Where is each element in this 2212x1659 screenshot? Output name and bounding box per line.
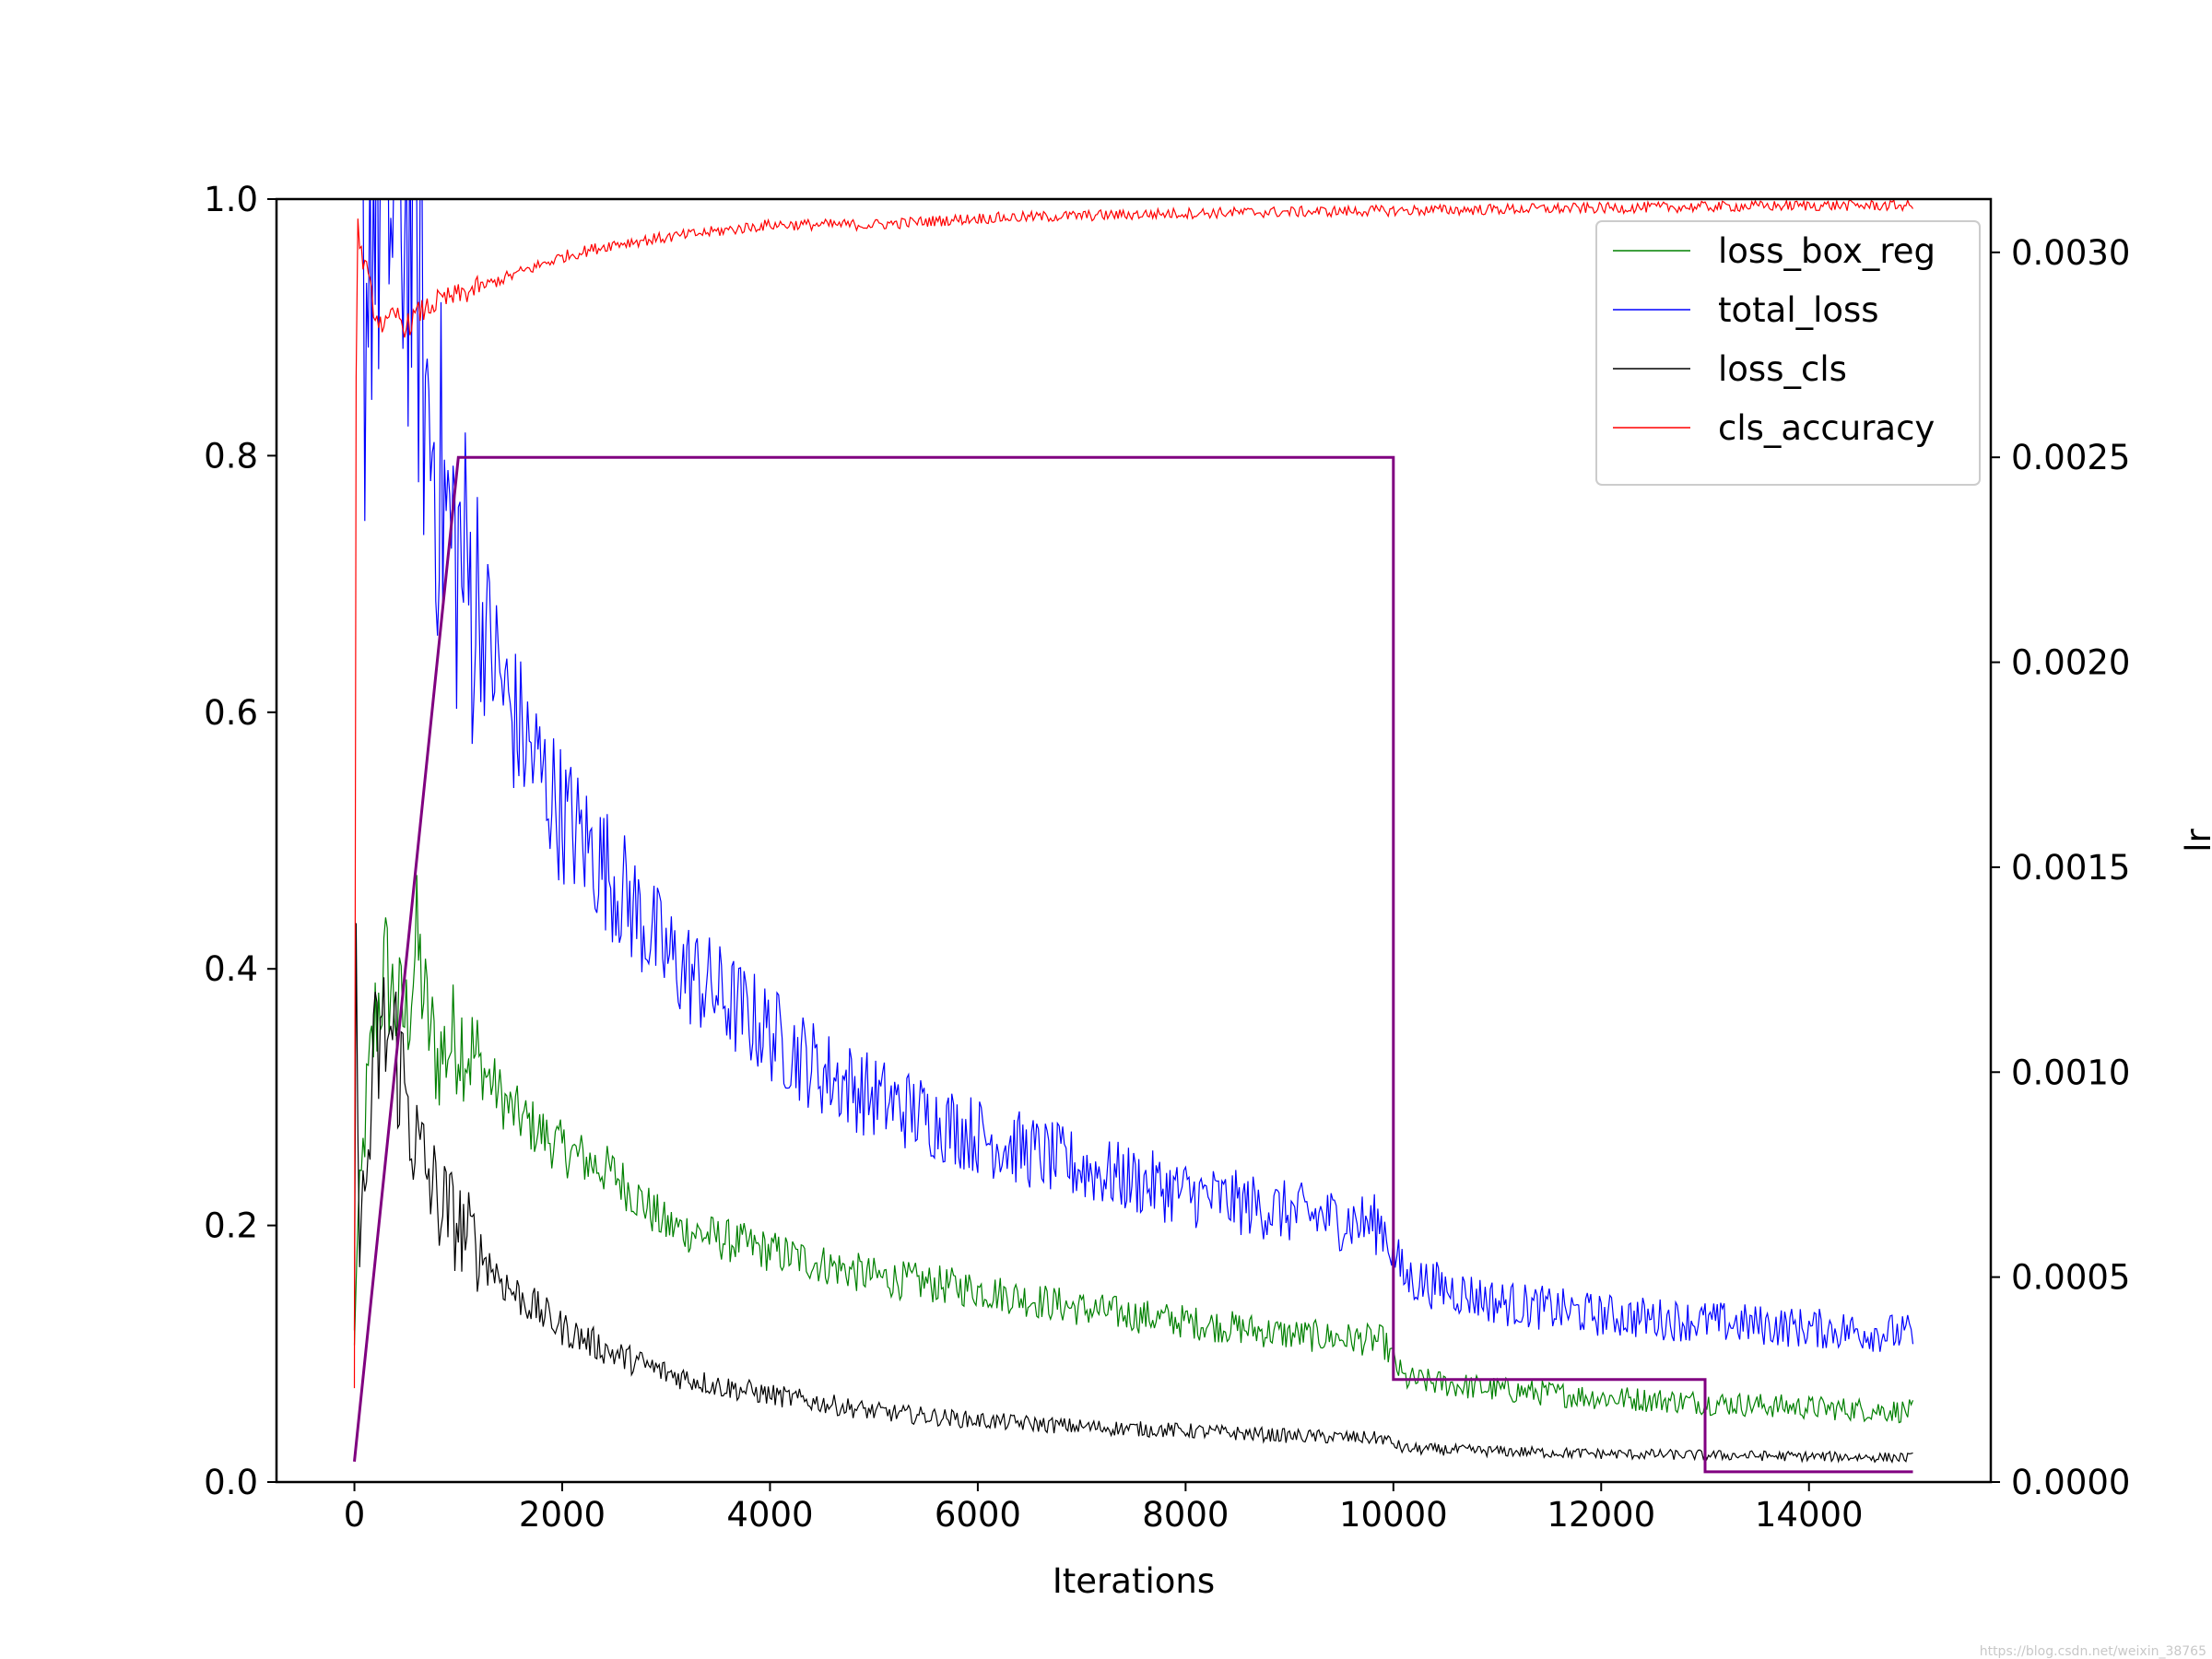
x-tick-label: 14000 (1755, 1495, 1864, 1535)
x-axis-label: Iterations (1053, 1561, 1215, 1601)
y-tick-label: 1.0 (204, 180, 258, 219)
series-line-lr (353, 455, 1913, 1474)
y-tick-label: 0.0 (204, 1463, 258, 1502)
y2-axis-label: lr (2179, 828, 2212, 852)
x-tick-label: 8000 (1142, 1495, 1229, 1535)
y2-tick-label: 0.0025 (2011, 438, 2130, 477)
legend-label: total_loss (1718, 290, 1879, 330)
series-line-loss_cls (353, 923, 1913, 1464)
legend-box (1595, 220, 1981, 486)
y-tick-label: 0.8 (204, 436, 258, 476)
series-line-loss_box_reg (353, 875, 1914, 1424)
y2-tick-label: 0.0030 (2011, 233, 2130, 273)
x-axis: 0 2000 4000 6000 8000 10000 12000 14000 (344, 1482, 1864, 1535)
series-line-cls_accuracy (353, 199, 1913, 1389)
legend: loss_box_reg total_loss loss_cls cls_accura… (1595, 220, 1981, 486)
x-tick-label: 12000 (1547, 1495, 1655, 1535)
x-tick-label: 0 (344, 1495, 366, 1535)
x-tick-label: 4000 (726, 1495, 813, 1535)
y-axis-left: 0.0 0.2 0.4 0.6 0.8 1.0 (204, 180, 276, 1502)
series-layer (353, 199, 1914, 1474)
plot-frame (275, 197, 1993, 1484)
plot-area (353, 199, 1914, 1474)
y-tick-label: 0.2 (204, 1206, 258, 1246)
y2-tick-label: 0.0015 (2011, 848, 2130, 888)
legend-label: loss_box_reg (1718, 231, 1936, 271)
series-line-total_loss (362, 199, 1914, 1352)
x-tick-label: 2000 (519, 1495, 606, 1535)
legend-label: cls_accuracy (1718, 408, 1935, 448)
y2-tick-label: 0.0010 (2011, 1053, 2130, 1092)
y-tick-label: 0.6 (204, 693, 258, 733)
y2-tick-label: 0.0000 (2011, 1463, 2130, 1502)
legend-label: loss_cls (1718, 349, 1847, 389)
y-axis-right: 0.0000 0.0005 0.0010 0.0015 0.0020 0.0025 0.00… (1991, 233, 2130, 1502)
watermark-text: https://blog.csdn.net/weixin_38765 (1980, 1644, 2206, 1659)
y-tick-label: 0.4 (204, 949, 258, 989)
y2-tick-label: 0.0005 (2011, 1258, 2130, 1298)
x-tick-label: 10000 (1339, 1495, 1448, 1535)
x-tick-label: 6000 (935, 1495, 1021, 1535)
y2-tick-label: 0.0020 (2011, 643, 2130, 683)
